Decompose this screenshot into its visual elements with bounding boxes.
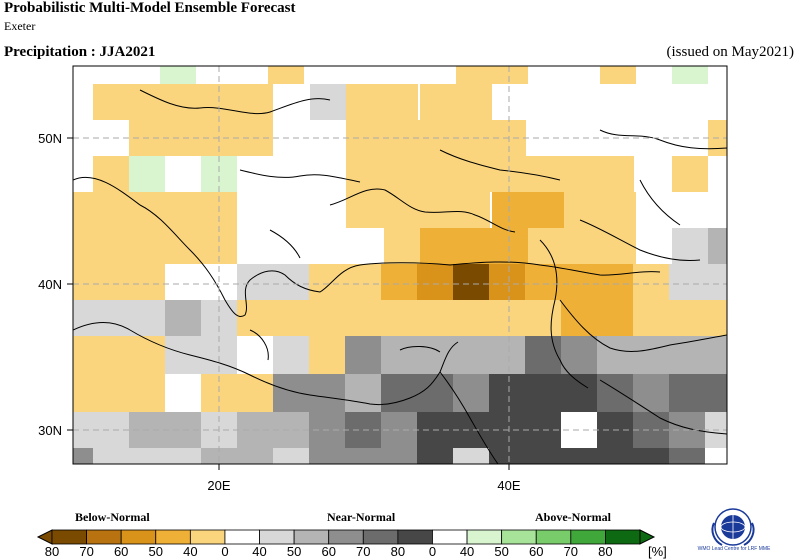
colorbar-tick-label: 50 (286, 544, 302, 559)
variable-label: Precipitation : JJA2021 (4, 44, 156, 60)
colorbar-tick-label: 70 (356, 544, 371, 559)
lat-label-50n: 50N (38, 131, 62, 146)
map-border (72, 65, 728, 465)
colorbar-arrow-left (36, 529, 53, 545)
colorbar-tick-label: 80 (598, 544, 613, 559)
colorbar-unit: [%] (648, 544, 667, 559)
axis-ticks (67, 137, 510, 470)
lat-label-40n: 40N (38, 277, 62, 292)
colorbar-tick-label: 60 (113, 544, 129, 559)
legend-above-normal: Above-Normal (535, 510, 611, 524)
lat-label-30n: 30N (38, 423, 62, 438)
chart-title: Probabilistic Multi-Model Ensemble Forec… (4, 0, 296, 16)
colorbar-tick-label: 40 (252, 544, 267, 559)
legend-below-normal: Below-Normal (75, 510, 150, 524)
colorbar-tick-label: 0 (428, 544, 437, 559)
legend-near-normal: Near-Normal (327, 510, 396, 524)
map-frame: 50N 40N 30N 20E 40E (38, 65, 728, 493)
colorbar-swatch (605, 529, 641, 545)
wmo-logo-icon (711, 508, 755, 546)
colorbar-tick-label: 60 (529, 544, 544, 559)
colorbar-arrow-right (639, 529, 656, 545)
colorbar (36, 529, 656, 545)
lon-label-20e: 20E (207, 478, 230, 493)
colorbar-swatch (189, 529, 226, 545)
colorbar-swatch (86, 529, 122, 545)
colorbar-swatch (466, 529, 503, 545)
colorbar-tick-label: 80 (390, 544, 406, 559)
colorbar-tick-label: 50 (148, 544, 163, 559)
colorbar-swatch (259, 529, 295, 545)
colorbar-swatch (155, 529, 191, 545)
colorbar-swatch (293, 529, 330, 545)
colorbar-swatch (432, 529, 468, 545)
colorbar-swatch (224, 529, 260, 545)
gridlines (73, 66, 727, 464)
coastlines (73, 89, 727, 464)
colorbar-tick-label: 80 (44, 544, 60, 559)
colorbar-swatch (535, 529, 572, 545)
colorbar-tick-label: 0 (221, 544, 229, 559)
probability-grid (73, 66, 727, 464)
colorbar-swatch (397, 529, 433, 545)
chart-subtitle: Exeter (4, 19, 36, 33)
colorbar-tick-label: 70 (563, 544, 579, 559)
colorbar-swatch (328, 529, 364, 545)
lon-label-40e: 40E (497, 478, 520, 493)
issued-label: (issued on May2021) (666, 44, 795, 60)
colorbar-tick-label: 50 (494, 544, 509, 559)
colorbar-swatch (120, 529, 157, 545)
colorbar-swatch (51, 529, 87, 545)
colorbar-tick-label: 40 (183, 544, 198, 559)
colorbar-swatch (501, 529, 537, 545)
colorbar-tick-label: 70 (79, 544, 94, 559)
logo-caption: WMO Lead Centre for LRF MME (697, 546, 771, 552)
colorbar-tick-label: 40 (459, 544, 475, 559)
colorbar-swatch (362, 529, 399, 545)
colorbar-tick-label: 60 (321, 544, 336, 559)
colorbar-swatch (570, 529, 606, 545)
